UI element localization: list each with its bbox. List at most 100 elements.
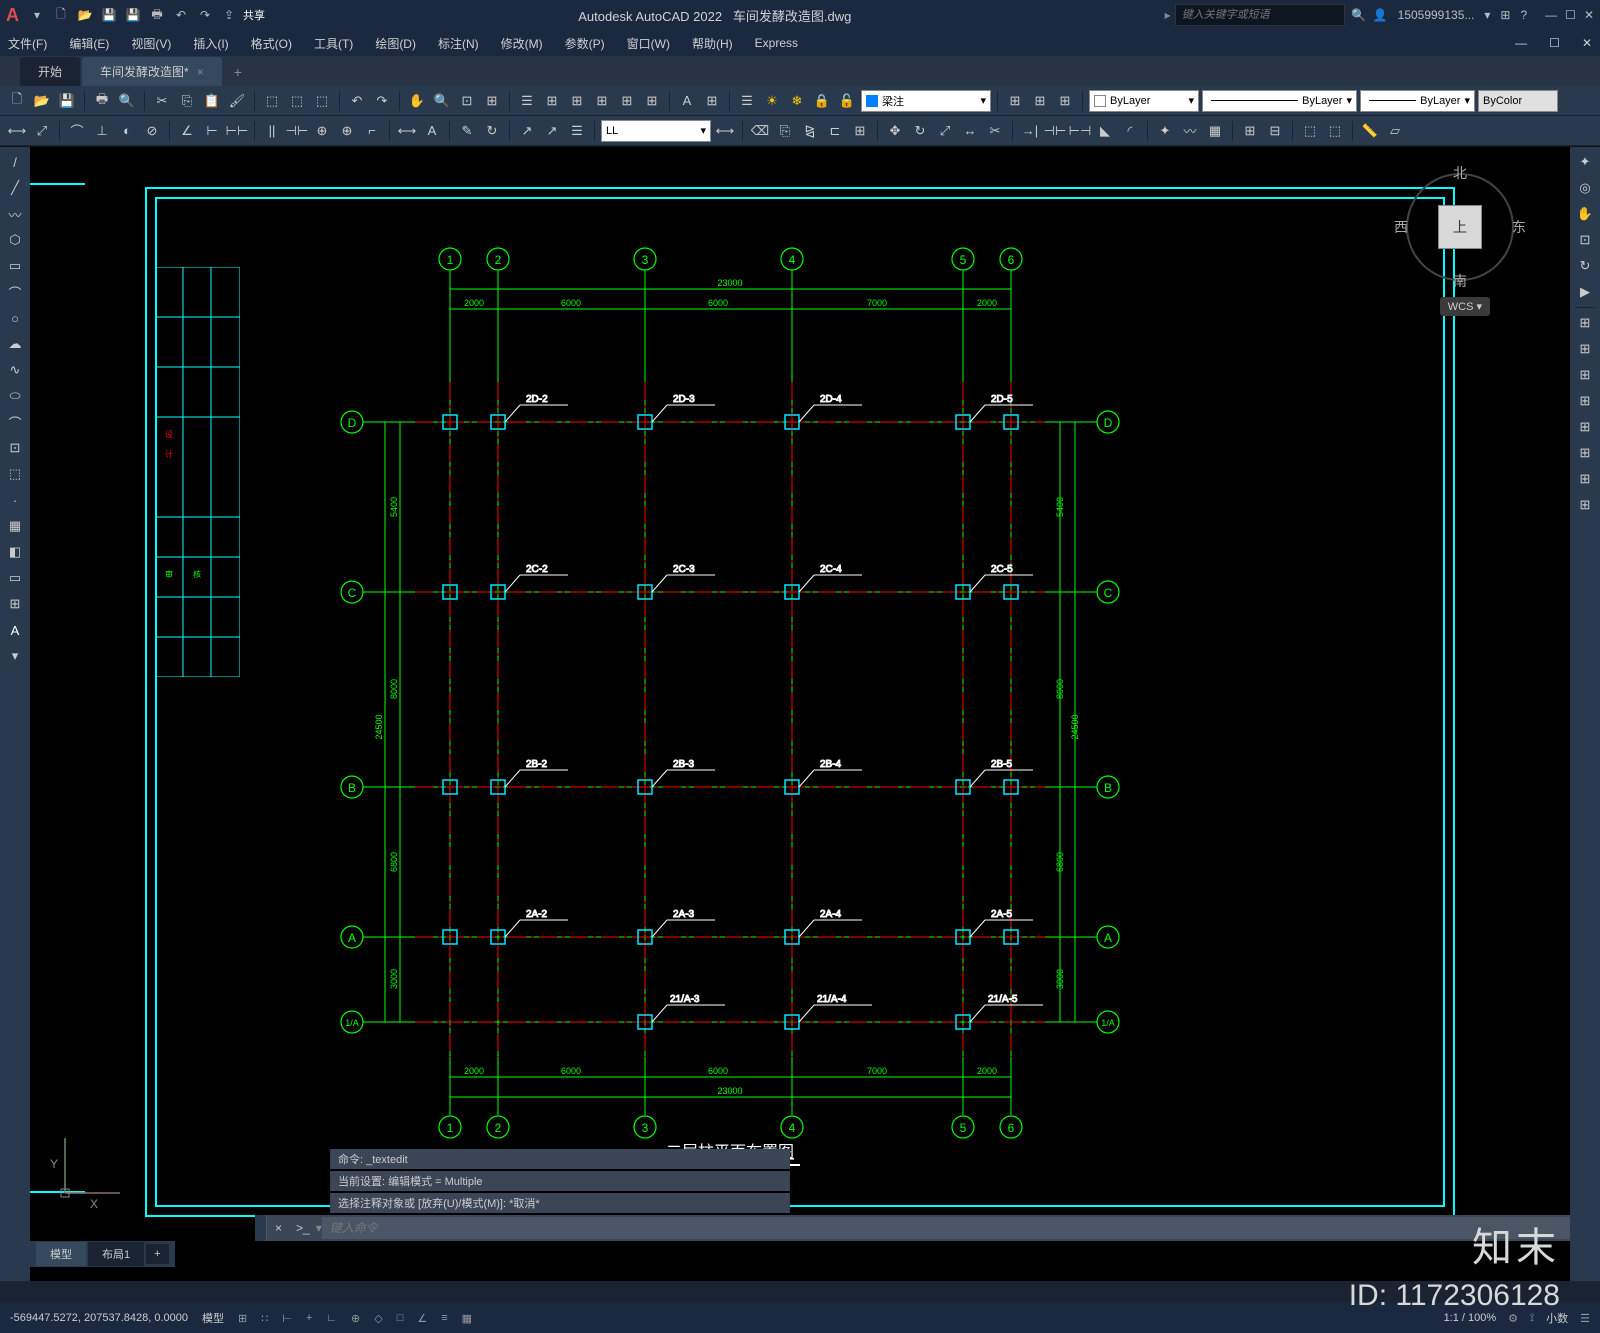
zoomwin-icon[interactable]: ⊞: [481, 90, 503, 112]
doc-minimize-button[interactable]: —: [1515, 36, 1527, 50]
tab-new-button[interactable]: +: [224, 58, 252, 86]
navwheel-icon[interactable]: ◎: [1574, 177, 1596, 199]
wcs-label[interactable]: WCS ▾: [1440, 297, 1490, 316]
dimupdate-icon[interactable]: ↻: [481, 120, 503, 142]
menu-dim[interactable]: 标注(N): [438, 35, 479, 52]
region-icon[interactable]: ▭: [4, 567, 26, 589]
text-icon[interactable]: A: [676, 90, 698, 112]
array-icon[interactable]: ⊞: [849, 120, 871, 142]
block2-icon[interactable]: ⬚: [286, 90, 308, 112]
search-icon[interactable]: 🔍: [1349, 5, 1369, 25]
dimspace-icon[interactable]: ||: [261, 120, 283, 142]
help-icon[interactable]: ?: [1520, 8, 1527, 22]
qc-icon[interactable]: ⊞: [641, 90, 663, 112]
dimord-icon[interactable]: ⊥: [91, 120, 113, 142]
pline-icon[interactable]: 〰: [4, 203, 26, 225]
table2-icon[interactable]: ⊞: [4, 593, 26, 615]
rect-icon[interactable]: ▭: [4, 255, 26, 277]
dimbase-icon[interactable]: ⊢: [201, 120, 223, 142]
dimstyle-combo[interactable]: LL▾: [601, 120, 711, 142]
rt-5-icon[interactable]: ⊞: [1574, 416, 1596, 438]
layer-lock2-icon[interactable]: 🔓: [836, 90, 858, 112]
share-label[interactable]: 共享: [243, 7, 265, 23]
layiso-icon[interactable]: ⊞: [1004, 90, 1026, 112]
plot-icon[interactable]: 🖶: [147, 5, 167, 25]
maximize-button[interactable]: ☐: [1565, 8, 1576, 22]
scale-icon[interactable]: ⤢: [934, 120, 956, 142]
hatch-icon[interactable]: ▦: [1204, 120, 1226, 142]
saveas-icon[interactable]: 💾: [123, 5, 143, 25]
join-icon[interactable]: ⊢⊣: [1069, 120, 1091, 142]
ungroup-icon[interactable]: ⊟: [1264, 120, 1286, 142]
lwt-toggle[interactable]: ≡: [441, 1312, 447, 1324]
save-icon[interactable]: 💾: [99, 5, 119, 25]
area-icon[interactable]: ▱: [1384, 120, 1406, 142]
dimarc-icon[interactable]: ⌒: [66, 120, 88, 142]
menu-insert[interactable]: 插入(I): [193, 35, 228, 52]
dimedit-icon[interactable]: ⟷: [396, 120, 418, 142]
scale-display[interactable]: 1:1 / 100%: [1444, 1312, 1497, 1324]
redo2-icon[interactable]: ↷: [371, 90, 393, 112]
menu-format[interactable]: 格式(O): [251, 35, 292, 52]
circle-icon[interactable]: ○: [4, 307, 26, 329]
rt-4-icon[interactable]: ⊞: [1574, 390, 1596, 412]
doc-close-button[interactable]: ✕: [1582, 36, 1592, 50]
menu-express[interactable]: Express: [755, 36, 798, 50]
ellipse-icon[interactable]: ⬭: [4, 385, 26, 407]
point-icon[interactable]: ·: [4, 489, 26, 511]
rt-1-icon[interactable]: ⊞: [1574, 312, 1596, 334]
layout-tab-model[interactable]: 模型: [36, 1242, 86, 1266]
rt-8-icon[interactable]: ⊞: [1574, 494, 1596, 516]
spline-icon[interactable]: ∿: [4, 359, 26, 381]
mlstyle-icon[interactable]: ☰: [566, 120, 588, 142]
command-input[interactable]: [322, 1217, 1570, 1239]
user-name[interactable]: 1505999135...: [1398, 8, 1475, 22]
pan2-icon[interactable]: ✋: [1574, 203, 1596, 225]
status-menu-icon[interactable]: ☰: [1580, 1312, 1590, 1325]
paste-icon[interactable]: 📋: [201, 90, 223, 112]
layuniso-icon[interactable]: ⊞: [1029, 90, 1051, 112]
chamfer-icon[interactable]: ◣: [1094, 120, 1116, 142]
menu-view[interactable]: 视图(V): [131, 35, 171, 52]
layout-tab-add[interactable]: +: [146, 1244, 168, 1264]
track-toggle[interactable]: ∠: [417, 1312, 427, 1325]
extend-icon[interactable]: →|: [1019, 120, 1041, 142]
osnap-toggle[interactable]: □: [397, 1312, 404, 1324]
mleader-icon[interactable]: ↗: [516, 120, 538, 142]
doc-restore-button[interactable]: ☐: [1549, 36, 1560, 50]
menu-modify[interactable]: 修改(M): [501, 35, 543, 52]
menu-param[interactable]: 参数(P): [565, 35, 605, 52]
addselect-icon[interactable]: ▾: [4, 645, 26, 667]
xline-icon[interactable]: ╱: [4, 177, 26, 199]
minimize-button[interactable]: —: [1545, 8, 1557, 22]
zoom-icon[interactable]: 🔍: [431, 90, 453, 112]
stretch-icon[interactable]: ↔: [959, 120, 981, 142]
menu-help[interactable]: 帮助(H): [692, 35, 733, 52]
revcloud-icon[interactable]: ☁: [4, 333, 26, 355]
explode-icon[interactable]: ✦: [1154, 120, 1176, 142]
preview-icon[interactable]: 🔍: [116, 90, 138, 112]
layout-tab-1[interactable]: 布局1: [88, 1242, 144, 1266]
props-icon[interactable]: ☰: [516, 90, 538, 112]
mtext-icon[interactable]: A: [4, 619, 26, 641]
rt-6-icon[interactable]: ⊞: [1574, 442, 1596, 464]
linetype-combo[interactable]: ByLayer▾: [1202, 90, 1357, 112]
rotate-icon[interactable]: ↻: [909, 120, 931, 142]
trim-icon[interactable]: ✂: [984, 120, 1006, 142]
block-icon[interactable]: ⬚: [261, 90, 283, 112]
undo2-icon[interactable]: ↶: [346, 90, 368, 112]
rt-2-icon[interactable]: ⊞: [1574, 338, 1596, 360]
laymch-icon[interactable]: ⊞: [1054, 90, 1076, 112]
autodesk-app-icon[interactable]: ⊞: [1500, 8, 1510, 22]
copy-icon[interactable]: ⎘: [176, 90, 198, 112]
viewcube-west[interactable]: 西: [1394, 217, 1408, 237]
mirror-icon[interactable]: ⧎: [799, 120, 821, 142]
layer-combo[interactable]: 梁注▾: [861, 90, 991, 112]
dimaligned-icon[interactable]: ⤢: [31, 120, 53, 142]
draworder-icon[interactable]: ⬚: [1299, 120, 1321, 142]
showmotion-icon[interactable]: ▶: [1574, 281, 1596, 303]
menu-file[interactable]: 文件(F): [8, 35, 47, 52]
viewcube[interactable]: 北 南 东 西 上: [1400, 167, 1520, 287]
color-combo[interactable]: ByLayer▾: [1089, 90, 1199, 112]
ellipsearc-icon[interactable]: ⌒: [4, 411, 26, 433]
